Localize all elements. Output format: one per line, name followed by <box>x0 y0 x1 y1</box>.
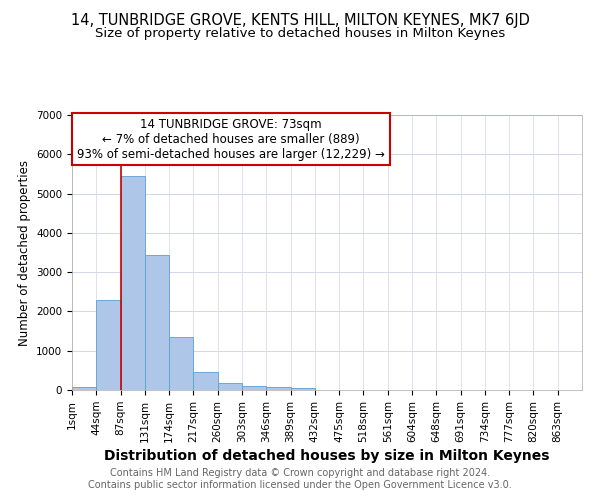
Bar <box>145 255 169 390</box>
Bar <box>266 387 290 390</box>
Bar <box>96 300 121 390</box>
Bar <box>121 176 145 390</box>
Bar <box>218 382 242 390</box>
Bar <box>242 386 266 390</box>
Text: Size of property relative to detached houses in Milton Keynes: Size of property relative to detached ho… <box>95 28 505 40</box>
Text: 14 TUNBRIDGE GROVE: 73sqm
← 7% of detached houses are smaller (889)
93% of semi-: 14 TUNBRIDGE GROVE: 73sqm ← 7% of detach… <box>77 118 385 161</box>
Y-axis label: Number of detached properties: Number of detached properties <box>17 160 31 346</box>
Bar <box>72 387 96 390</box>
Text: 14, TUNBRIDGE GROVE, KENTS HILL, MILTON KEYNES, MK7 6JD: 14, TUNBRIDGE GROVE, KENTS HILL, MILTON … <box>71 12 529 28</box>
Text: Contains HM Land Registry data © Crown copyright and database right 2024.
Contai: Contains HM Land Registry data © Crown c… <box>88 468 512 490</box>
X-axis label: Distribution of detached houses by size in Milton Keynes: Distribution of detached houses by size … <box>104 449 550 463</box>
Bar <box>169 338 193 390</box>
Bar <box>290 388 315 390</box>
Bar <box>193 372 218 390</box>
